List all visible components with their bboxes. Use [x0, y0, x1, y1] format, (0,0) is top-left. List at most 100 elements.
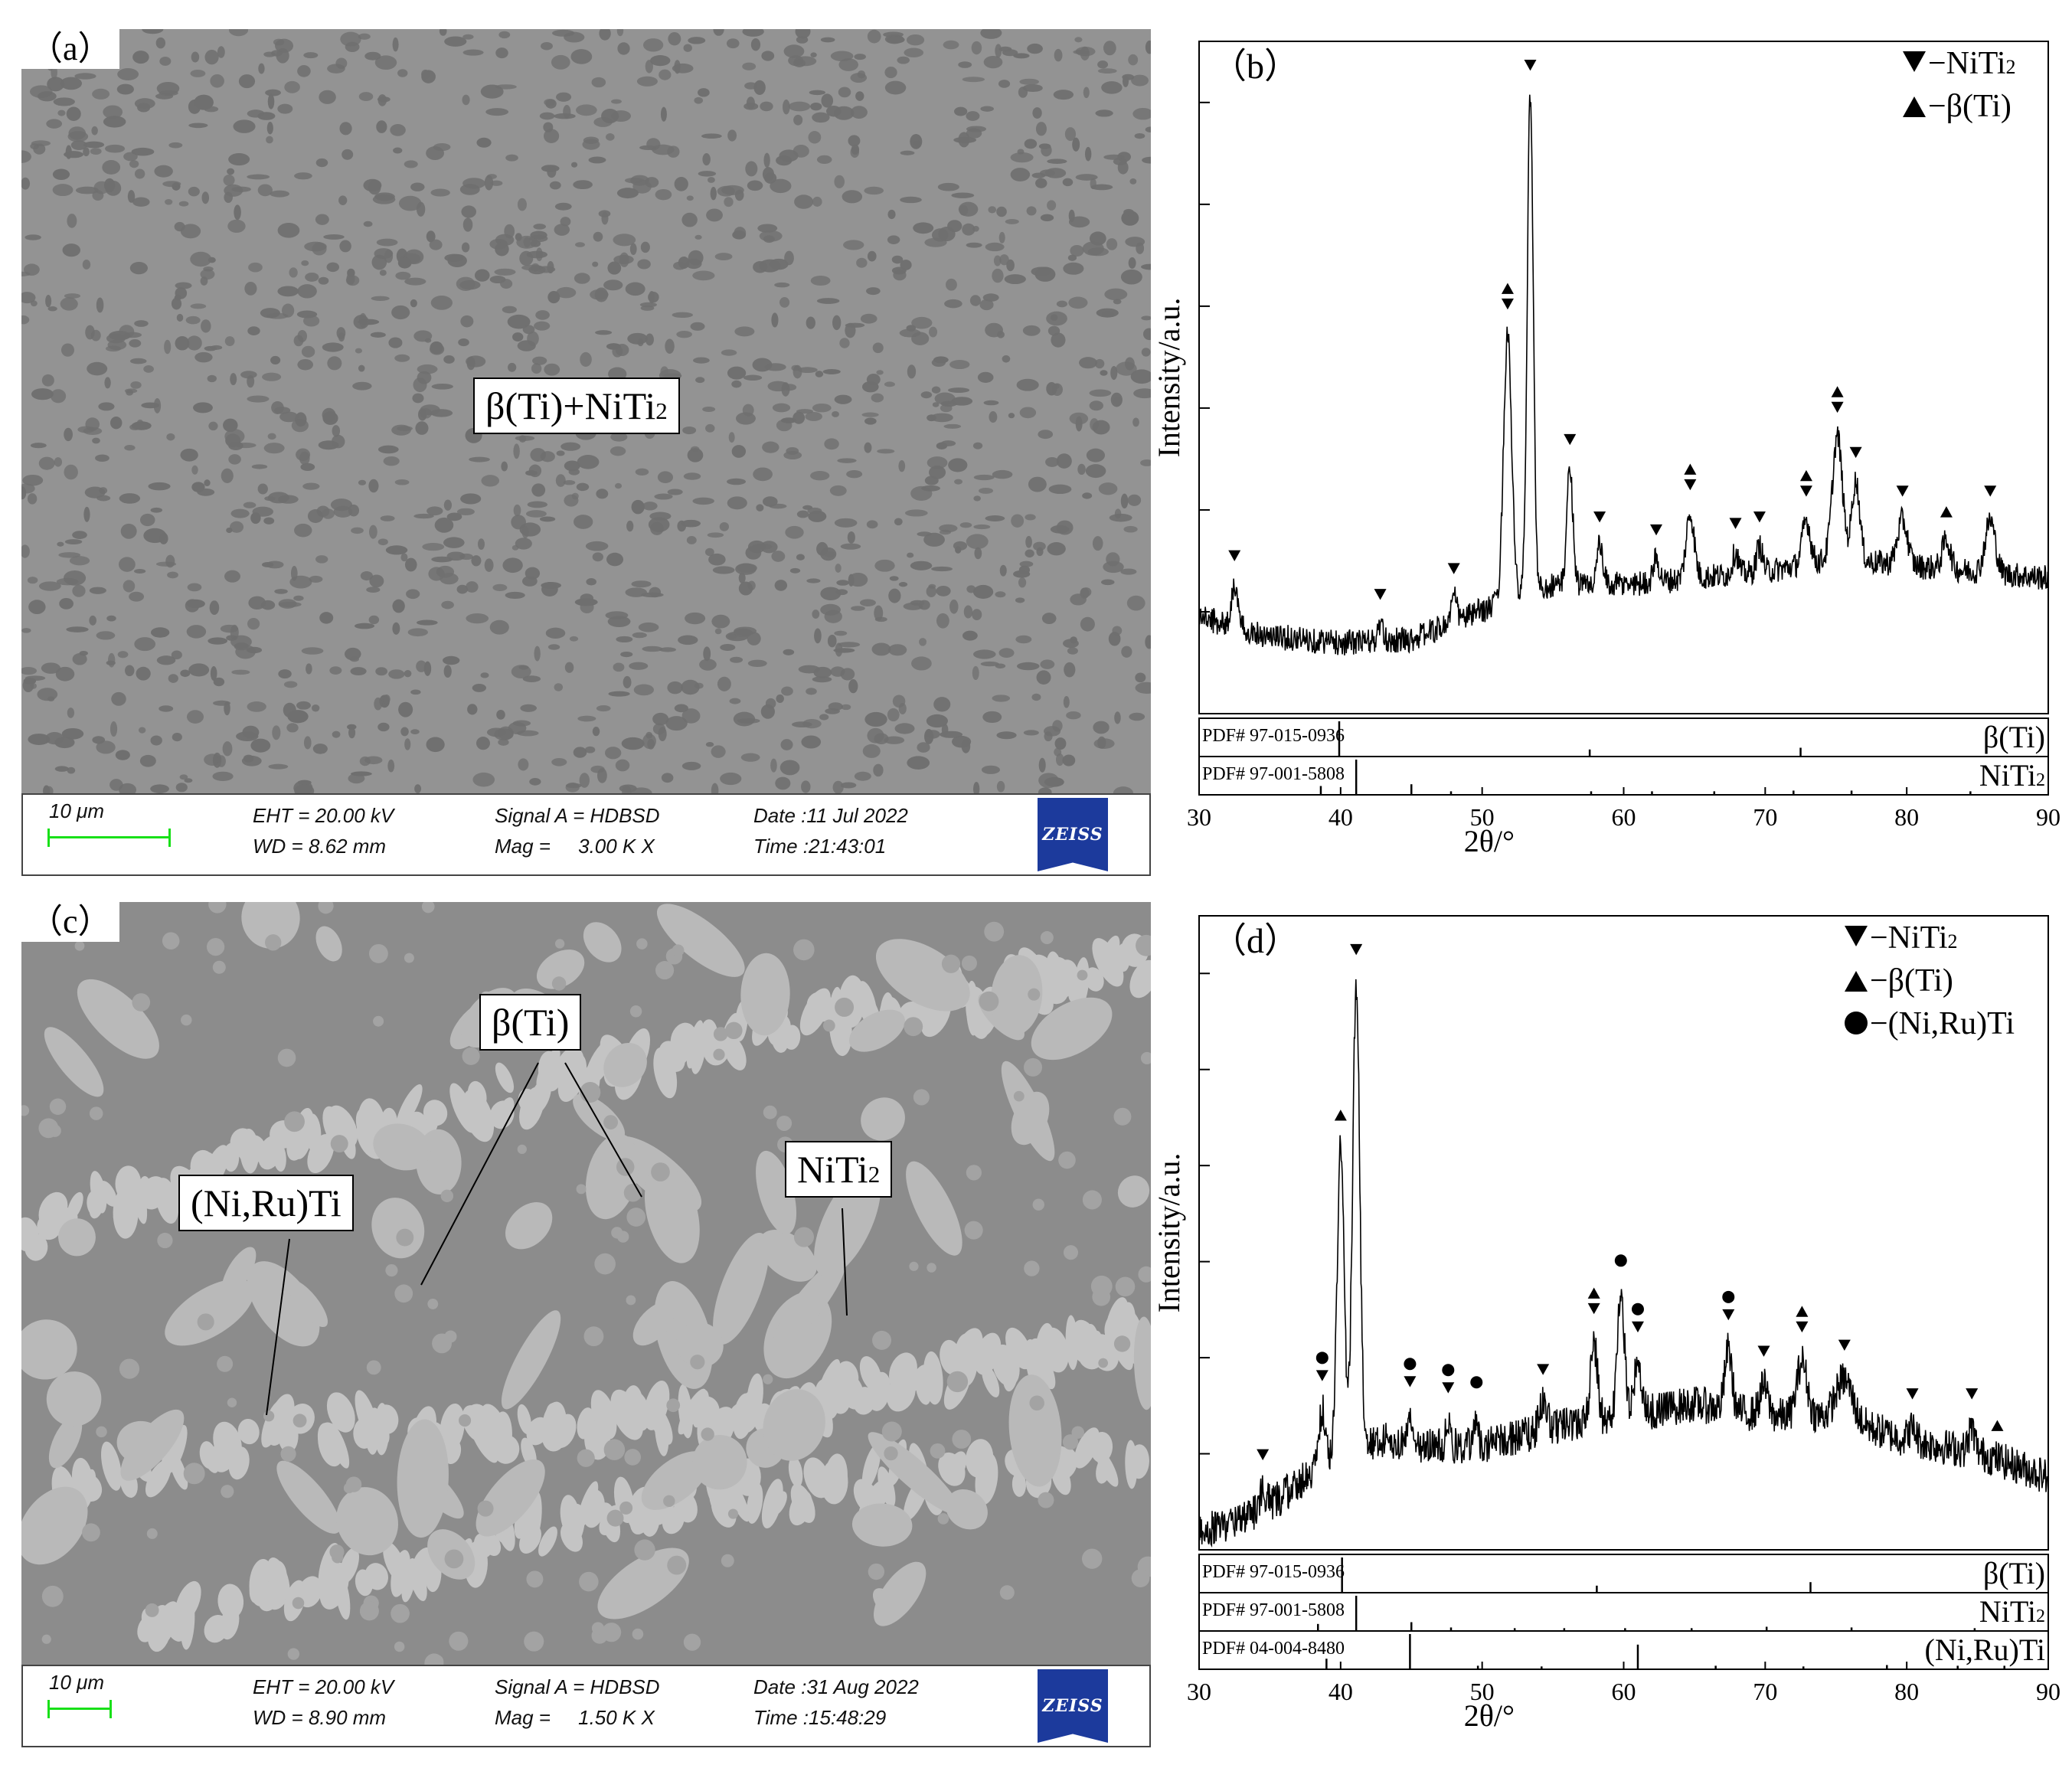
arrow-beta-right	[564, 1062, 642, 1198]
peak-marker-circledown	[1404, 1358, 1417, 1387]
peak-marker-updown	[1684, 463, 1697, 491]
arrow-beta-left	[420, 1062, 539, 1286]
scale-bar	[47, 1700, 112, 1718]
panel-a: （a） β(Ti)+NiTi2 10 μm EHT = 20.00 kV WD …	[21, 29, 1151, 878]
y-axis-label: Intensity/a.u.	[1152, 1153, 1186, 1313]
sem-info-bar-c: 10 μm EHT = 20.00 kV WD = 8.90 mm Signal…	[21, 1665, 1151, 1747]
time-value: Time :21:43:01	[753, 835, 887, 858]
x-tick-label: 50	[1470, 1678, 1495, 1705]
dark-phase-particles	[21, 29, 1151, 793]
peak-marker-down	[1447, 563, 1460, 574]
sem-info-bar-a: 10 μm EHT = 20.00 kV WD = 8.62 mm Signal…	[21, 793, 1151, 876]
peak-marker-down	[1849, 446, 1862, 459]
x-tick-label: 30	[1187, 803, 1211, 831]
peak-marker-down	[1374, 589, 1387, 600]
callout-text: β(Ti)+NiTi	[485, 384, 656, 427]
legend-label: −(Ni,Ru)Ti	[1870, 1006, 2015, 1041]
reference-pattern: PDF# 97-015-0936 β(Ti)	[1198, 1554, 2049, 1593]
sem-texture-c	[21, 902, 1151, 1665]
peak-markers	[1228, 59, 1997, 600]
x-tick-label: 60	[1612, 1678, 1636, 1705]
callout-text: NiTi	[797, 1148, 868, 1191]
legend-item: −β(Ti)	[1903, 89, 2012, 124]
x-tick-label: 70	[1753, 803, 1777, 831]
peak-marker-down	[1350, 943, 1363, 956]
wd-value: WD = 8.62 mm	[253, 835, 387, 858]
xrd-pattern-line	[1198, 94, 2049, 655]
reference-phase: (Ni,Ru)Ti	[1925, 1633, 2045, 1667]
peak-marker-down	[1650, 524, 1663, 536]
peak-marker-circle	[1470, 1376, 1483, 1389]
x-axis-label: 2θ/°	[1464, 824, 1515, 858]
legend-item: −β(Ti)	[1845, 963, 1953, 998]
mag-value: Mag = 1.50 K X	[495, 1706, 655, 1729]
peak-marker-down	[1896, 485, 1909, 497]
peak-marker-down	[1757, 1345, 1770, 1357]
arrow-niti2	[842, 1208, 848, 1316]
panel-c: （c） β(Ti) (Ni,Ru)Ti NiTi2 10 μm EHT = 20…	[21, 902, 1151, 1750]
x-tick-label: 90	[2036, 1678, 2061, 1705]
xrd-pattern-line	[1198, 979, 2049, 1548]
peak-marker-up	[1334, 1110, 1347, 1121]
peak-marker-up	[1940, 506, 1953, 518]
plot-frame	[1198, 915, 2049, 1551]
reference-phase: NiTi2	[1979, 1594, 2045, 1629]
legend-label: −NiTi2	[1928, 46, 2016, 81]
peak-marker-updown	[1831, 386, 1844, 413]
reference-pattern: PDF# 97-015-0936 β(Ti)	[1198, 717, 2049, 757]
callout-beta-ti: β(Ti)	[479, 994, 582, 1051]
arrow-niruti	[266, 1238, 290, 1416]
callout-subscript: 2	[655, 397, 668, 424]
callout-subscript: 2	[868, 1161, 881, 1188]
peak-marker-down	[1593, 511, 1606, 523]
reference-pdf-id: PDF# 97-015-0936	[1202, 726, 1345, 746]
scale-label: 10 μm	[49, 1671, 105, 1694]
x-tick-label: 30	[1187, 1678, 1211, 1705]
peak-marker-down	[1729, 518, 1742, 529]
dendrite-particles	[21, 902, 1151, 1665]
peak-marker-down	[1906, 1388, 1919, 1400]
reference-pdf-id: PDF# 97-001-5808	[1202, 1600, 1345, 1620]
eht-value: EHT = 20.00 kV	[253, 1675, 394, 1698]
peak-marker-updown	[1799, 469, 1812, 497]
y-axis-ticks	[1199, 972, 1210, 1455]
legend-item: −(Ni,Ru)Ti	[1845, 1006, 2015, 1041]
reference-frame	[1198, 717, 2049, 757]
callout-niti2: NiTi2	[785, 1141, 893, 1198]
date-value: Date :31 Aug 2022	[753, 1675, 919, 1698]
legend: −NiTi2 −β(Ti) −(Ni,Ru)Ti	[1845, 920, 2015, 1041]
x-tick-label: 90	[2036, 803, 2061, 831]
peak-marker-down	[1838, 1339, 1851, 1351]
zeiss-logo: ZEISS	[1038, 798, 1108, 871]
legend-item: −NiTi2	[1903, 46, 2016, 81]
peak-marker-updown	[1796, 1306, 1809, 1333]
mag-value: Mag = 3.00 K X	[495, 835, 655, 858]
peak-marker-circledown	[1442, 1364, 1455, 1394]
reference-phase: NiTi2	[1979, 758, 2045, 793]
peak-marker-down	[1966, 1388, 1979, 1400]
peak-marker-down	[1257, 1449, 1270, 1461]
sem-image-a	[21, 29, 1151, 793]
panel-label-c: （c）	[21, 902, 119, 942]
legend-label: −NiTi2	[1870, 920, 1958, 956]
peak-marker-circle	[1614, 1254, 1627, 1267]
peak-marker-updown	[1501, 283, 1514, 310]
panel-label: （d）	[1211, 921, 1299, 960]
x-tick-label: 80	[1894, 803, 1919, 831]
x-tick-label: 70	[1753, 1678, 1777, 1705]
scale-label: 10 μm	[49, 799, 105, 822]
x-axis: 30 40 50 60 70 80 90 2θ/°	[1187, 787, 2061, 858]
callout-niruti: (Ni,Ru)Ti	[178, 1175, 354, 1231]
time-value: Time :15:48:29	[753, 1706, 887, 1729]
x-axis-label: 2θ/°	[1464, 1698, 1515, 1733]
peak-marker-down	[1753, 511, 1766, 523]
xrd-chart-d: Intensity/a.u. （d） −NiTi2 −β(Ti) −(Ni,Ru)Ti P…	[1152, 915, 2061, 1733]
peak-marker-circledown	[1722, 1290, 1735, 1321]
reference-phase: β(Ti)	[1983, 1556, 2045, 1590]
reference-frame	[1198, 1554, 2049, 1593]
peak-markers	[1257, 943, 2004, 1461]
reference-pattern: PDF# 97-001-5808 NiTi2	[1198, 1592, 2049, 1632]
callout-arrows	[266, 1062, 848, 1416]
legend-label: −β(Ti)	[1870, 963, 1953, 998]
peak-marker-down	[1524, 59, 1537, 71]
